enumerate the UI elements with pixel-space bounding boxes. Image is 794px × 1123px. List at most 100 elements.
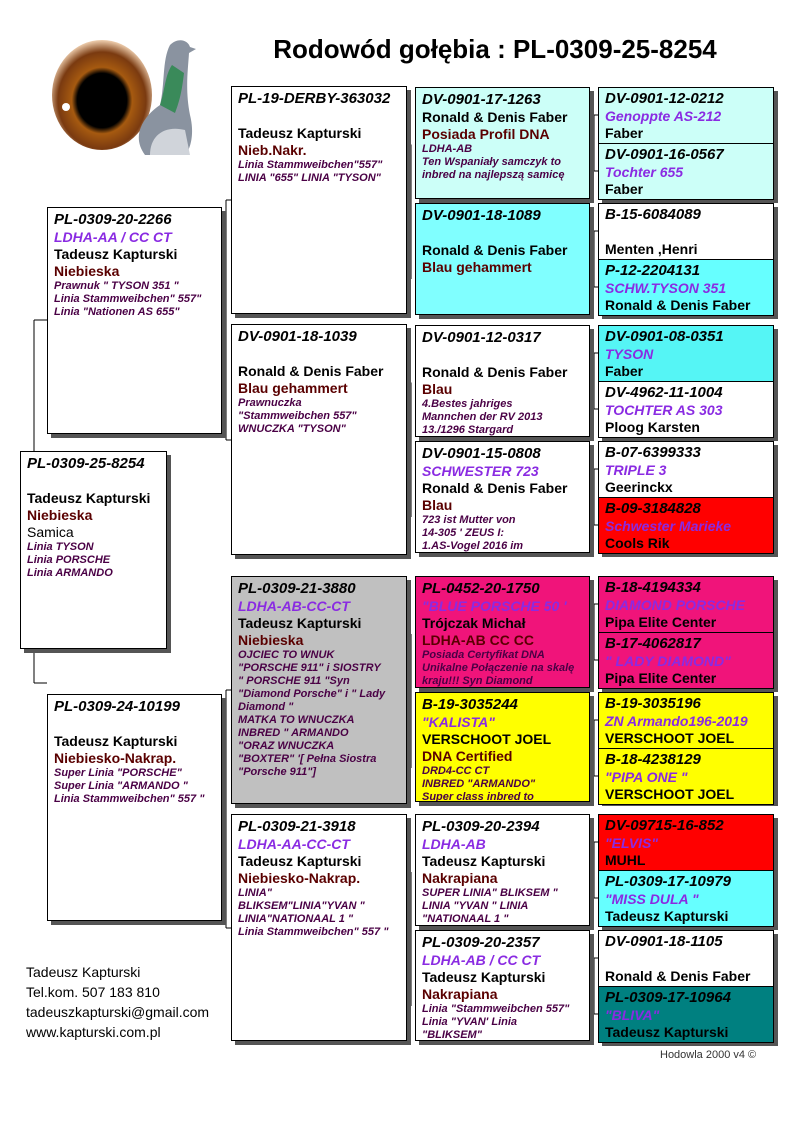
pigeon-name: Tochter 655 xyxy=(605,164,684,180)
ring-number: PL-0309-25-8254 xyxy=(27,455,145,472)
pigeon-card[interactable]: DV-0901-08-0351 TYSON Faber xyxy=(598,325,774,382)
pigeon-card[interactable]: DV-0901-12-0212 Genoppte AS-212 Faber xyxy=(598,87,774,144)
plumage-color: Blau xyxy=(422,381,453,397)
pedigree-note: LINIA" xyxy=(238,887,272,899)
pigeon-card[interactable]: B-19-3035196 ZN Armando196-2019 VERSCHOOT … xyxy=(598,692,774,749)
owner-name: Tadeusz Kapturski xyxy=(238,615,362,631)
pigeon-card[interactable]: DV-0901-16-0567 Tochter 655 Faber xyxy=(598,143,774,200)
pigeon-card[interactable]: PL-0309-21-3880 LDHA-AB-CC-CT Tadeusz Kapt… xyxy=(231,576,407,804)
pedigree-note: Linia TYSON xyxy=(27,541,94,553)
pedigree-note: Super class inbred to xyxy=(422,791,534,802)
pigeon-card[interactable]: DV-0901-18-1105 Ronald & Denis Faber xyxy=(598,930,774,987)
pedigree-note: OJCIEC TO WNUK xyxy=(238,649,335,661)
pigeon-card[interactable]: PL-0309-17-10979 "MISS DULA " Tadeusz Kapt… xyxy=(598,870,774,927)
pigeon-card[interactable]: B-09-3184828 Schwester Marieke Cools Rik xyxy=(598,497,774,554)
pigeon-name: " LADY DIAMOND" xyxy=(605,653,731,669)
spacer xyxy=(605,951,773,968)
pigeon-card[interactable]: PL-0309-20-2394 LDHA-AB Tadeusz Kapturski N… xyxy=(415,814,590,926)
pigeon-card[interactable]: DV-0901-12-0317 Ronald & Denis Faber Blau 4… xyxy=(415,325,590,437)
ring-number: DV-0901-15-0808 xyxy=(422,445,541,462)
owner-name: Tadeusz Kapturski xyxy=(605,908,729,924)
pedigree-note: Super Linia "PORSCHE" xyxy=(54,767,182,779)
pigeon-card[interactable]: B-15-6084089 Menten ,Henri xyxy=(598,203,774,260)
plumage-color: Nieb.Nakr. xyxy=(238,142,307,158)
ring-number: PL-0309-20-2266 xyxy=(54,211,172,228)
pigeon-name: DIAMOND PORSCHE xyxy=(605,597,746,613)
ring-number: PL-0309-24-10199 xyxy=(54,698,180,715)
owner-name: Tadeusz Kapturski xyxy=(422,853,546,869)
ring-number: B-07-6399333 xyxy=(605,444,701,461)
plumage-color: Nakrapiana xyxy=(422,870,498,886)
plumage-color: Blau gehammert xyxy=(238,380,348,396)
pigeon-card[interactable]: B-19-3035244 "KALISTA" VERSCHOOT JOEL DNA … xyxy=(415,692,590,802)
ring-number: DV-0901-18-1039 xyxy=(238,328,357,345)
spacer xyxy=(605,224,773,241)
pigeon-name: LDHA-AB-CC-CT xyxy=(238,598,350,614)
pigeon-card[interactable]: B-18-4238129 "PIPA ONE " VERSCHOOT JOEL xyxy=(598,748,774,805)
spacer xyxy=(422,225,589,242)
pigeon-card[interactable]: PL-0309-17-10964 "BLIVA" Tadeusz Kapturski xyxy=(598,986,774,1043)
pigeon-card[interactable]: DV-0901-15-0808 SCHWESTER 723 Ronald & Den… xyxy=(415,441,590,553)
pedigree-note: Mannchen der RV 2013 xyxy=(422,411,543,423)
ring-number: DV-0901-18-1089 xyxy=(422,207,541,224)
ring-number: B-19-3035196 xyxy=(605,695,701,712)
pigeon-card[interactable]: PL-19-DERBY-363032 Tadeusz Kapturski Nieb.… xyxy=(231,86,407,314)
pedigree-note: Prawnuczka xyxy=(238,397,302,409)
pedigree-note: 723 ist Mutter von xyxy=(422,514,516,526)
pigeon-card[interactable]: B-17-4062817 " LADY DIAMOND" Pipa Elite Ce… xyxy=(598,632,774,689)
owner-name: VERSCHOOT JOEL xyxy=(605,730,735,746)
plumage-color: Niebiesko-Nakrap. xyxy=(238,870,361,886)
pigeon-card[interactable]: DV-09715-16-852 "ELVIS" MUHL xyxy=(598,814,774,871)
pedigree-note: 1.AS-Vogel 2016 im xyxy=(422,540,524,552)
owner-name: Tadeusz Kapturski xyxy=(422,969,546,985)
pigeon-card[interactable]: DV-0901-18-1089 Ronald & Denis Faber Blau … xyxy=(415,203,590,315)
owner-name: Tadeusz Kapturski xyxy=(238,125,362,141)
pigeon-name: "BLIVA" xyxy=(605,1007,660,1023)
pedigree-note: Linia Stammweibchen" 557 " xyxy=(238,926,389,938)
pigeon-card-subject[interactable]: PL-0309-25-8254 Tadeusz Kapturski Niebiesk… xyxy=(20,451,167,649)
plumage-color: Niebieska xyxy=(238,632,304,648)
plumage-color: Posiada Profil DNA xyxy=(422,126,550,142)
pigeon-card[interactable]: PL-0309-21-3918 LDHA-AA-CC-CT Tadeusz Kapt… xyxy=(231,814,407,1041)
owner-name: Tadeusz Kapturski xyxy=(605,1024,729,1040)
pigeon-card[interactable]: B-07-6399333 TRIPLE 3 Geerinckx xyxy=(598,441,774,498)
contact-phone: Tel.kom. 507 183 810 xyxy=(26,984,160,1000)
pedigree-note: " PORSCHE 911 "Syn xyxy=(238,675,350,687)
pigeon-name: TYSON xyxy=(605,346,654,362)
owner-name: Ronald & Denis Faber xyxy=(238,363,384,379)
owner-name: Faber xyxy=(605,363,644,379)
pedigree-note: "BOXTER" '[ Pełna Siostra xyxy=(238,753,377,765)
ring-number: B-17-4062817 xyxy=(605,635,701,652)
pedigree-note: Linia PORSCHE xyxy=(27,554,111,566)
pedigree-note: MATKA TO WNUCZKA xyxy=(238,714,355,726)
owner-name: Ronald & Denis Faber xyxy=(422,109,568,125)
pigeon-card[interactable]: PL-0309-20-2357 LDHA-AB / CC CT Tadeusz Ka… xyxy=(415,930,590,1041)
pedigree-note: Unikalne Połączenie na skalę xyxy=(422,662,575,674)
spacer xyxy=(27,473,166,490)
owner-name: Tadeusz Kapturski xyxy=(27,490,151,506)
pigeon-card[interactable]: DV-0901-18-1039 Ronald & Denis Faber Blau … xyxy=(231,324,407,555)
owner-name: Faber xyxy=(605,125,644,141)
owner-name: Tadeusz Kapturski xyxy=(238,853,362,869)
pedigree-note: Linia Stammweibchen" 557" xyxy=(54,293,202,305)
pedigree-note: "BLIKSEM" xyxy=(422,1029,482,1041)
pigeon-card[interactable]: DV-0901-17-1263 Ronald & Denis Faber Posia… xyxy=(415,87,590,199)
spacer xyxy=(238,108,406,125)
owner-name: Ronald & Denis Faber xyxy=(422,480,568,496)
plumage-color: Nakrapiana xyxy=(422,986,498,1002)
pedigree-note: Diamond " xyxy=(238,701,294,713)
pigeon-card[interactable]: P-12-2204131 SCHW.TYSON 351 Ronald & Denis… xyxy=(598,259,774,316)
ring-number: PL-0309-17-10979 xyxy=(605,873,731,890)
pedigree-note: kraju!!! Syn Diamond xyxy=(422,675,533,687)
pigeon-name: LDHA-AB xyxy=(422,836,486,852)
pigeon-card[interactable]: PL-0309-24-10199 Tadeusz Kapturski Niebies… xyxy=(47,694,222,921)
pigeon-card[interactable]: PL-0452-20-1750 "BLUE PORSCHE 50 ' Trójcza… xyxy=(415,576,590,688)
pedigree-note: Posiada Certyfikat DNA xyxy=(422,649,545,661)
pigeon-card[interactable]: B-18-4194334 DIAMOND PORSCHE Pipa Elite Ce… xyxy=(598,576,774,633)
ring-number: DV-0901-16-0567 xyxy=(605,146,724,163)
pigeon-card[interactable]: DV-4962-11-1004 TOCHTER AS 303 Ploog Karst… xyxy=(598,381,774,438)
ring-number: DV-0901-08-0351 xyxy=(605,328,724,345)
pigeon-card[interactable]: PL-0309-20-2266 LDHA-AA / CC CT Tadeusz Ka… xyxy=(47,207,222,434)
plumage-color: Blau gehammert xyxy=(422,259,532,275)
ring-number: DV-0901-12-0212 xyxy=(605,90,724,107)
